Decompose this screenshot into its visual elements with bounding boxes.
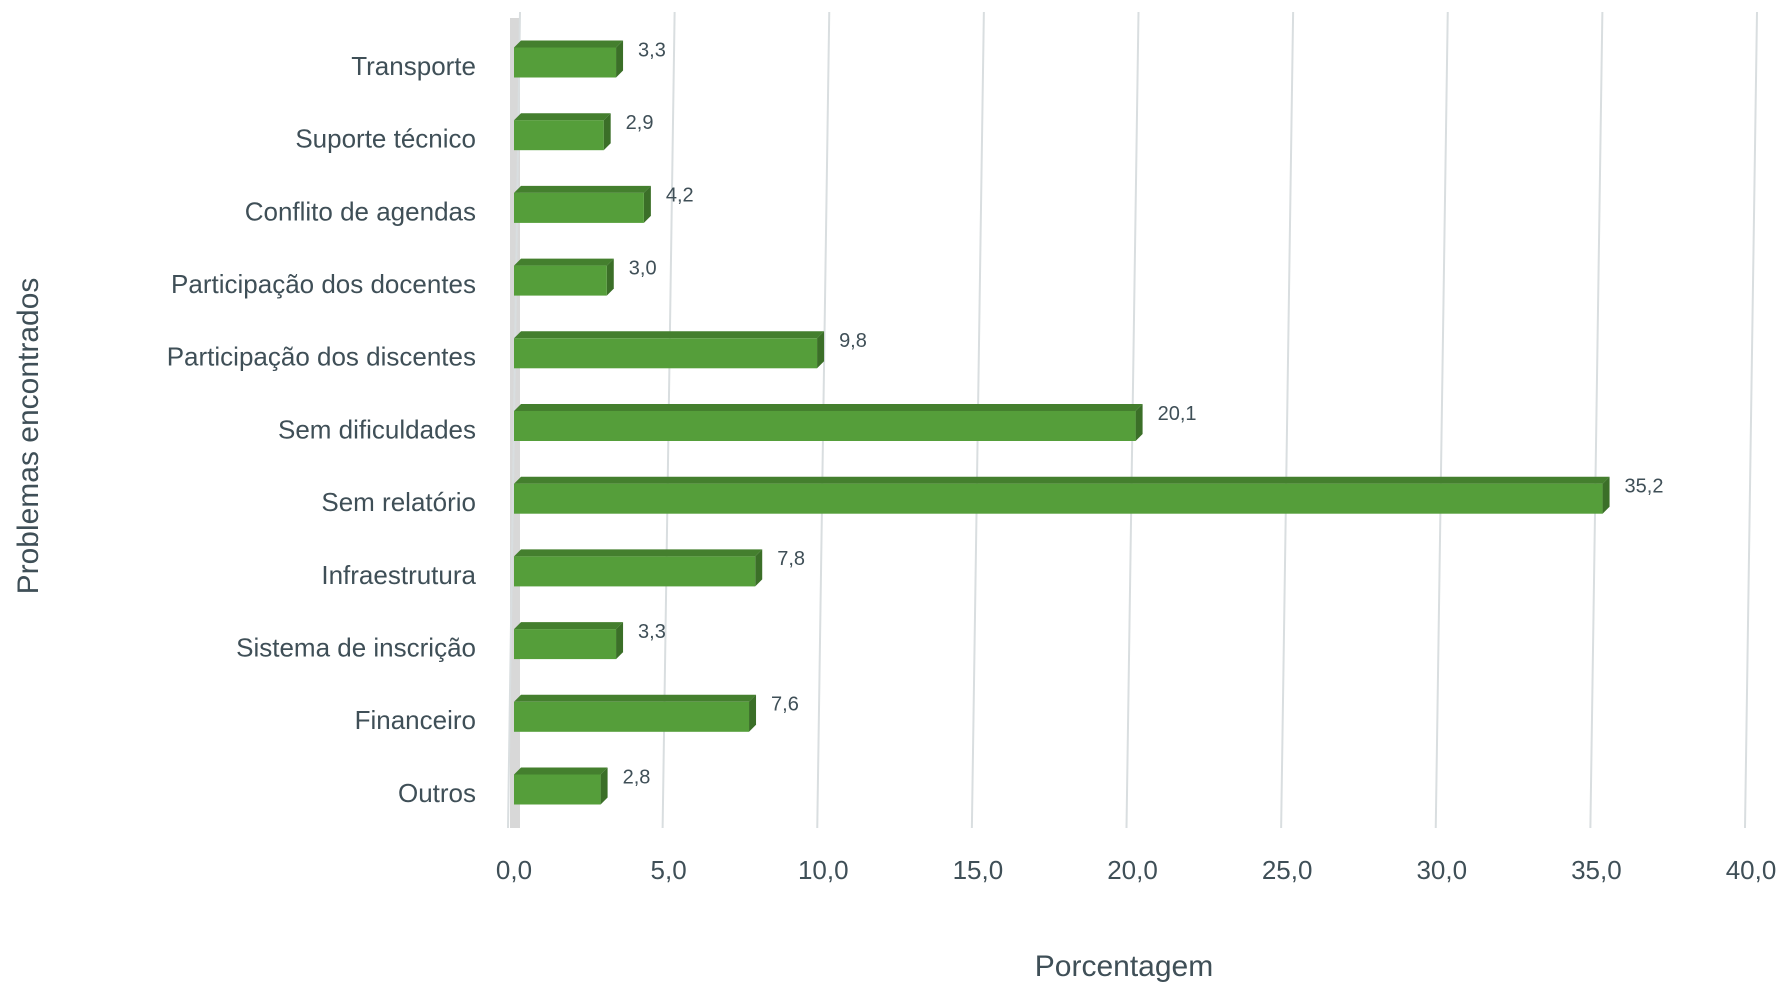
x-tick-label: 10,0 xyxy=(798,855,849,885)
bar-side xyxy=(1135,404,1143,441)
bar-side xyxy=(643,185,651,223)
bar-top xyxy=(514,258,614,266)
grid-line xyxy=(1589,11,1604,829)
value-label: 2,8 xyxy=(623,766,651,788)
bar-side xyxy=(603,113,611,151)
y-tick-label: Participação dos docentes xyxy=(171,269,476,299)
x-axis-title: Porcentagem xyxy=(1035,950,1213,983)
bar-top xyxy=(514,549,763,557)
x-tick-label: 0,0 xyxy=(496,855,532,885)
bar-top xyxy=(514,331,825,339)
value-label: 9,8 xyxy=(839,330,867,352)
bar-side xyxy=(1602,476,1610,514)
value-label: 2,9 xyxy=(626,112,654,134)
bar-top xyxy=(514,622,624,630)
value-label: 7,8 xyxy=(777,548,805,570)
y-tick-label: Transporte xyxy=(351,51,476,81)
bar-side xyxy=(606,258,614,296)
y-tick-label: Suporte técnico xyxy=(295,124,476,154)
bar-top xyxy=(514,113,611,121)
bar xyxy=(514,47,617,78)
grid-line xyxy=(1744,11,1758,829)
bar xyxy=(514,556,756,587)
bar xyxy=(514,701,750,732)
value-label: 4,2 xyxy=(666,185,694,207)
y-tick-label: Sistema de inscrição xyxy=(236,632,476,662)
value-label: 3,3 xyxy=(638,621,666,643)
y-tick-label: Financeiro xyxy=(355,705,476,735)
bar-top xyxy=(514,476,1610,484)
bar-side xyxy=(817,331,825,369)
value-label: 20,1 xyxy=(1158,403,1197,425)
x-tick-label: 40,0 xyxy=(1726,855,1776,885)
y-tick-label: Participação dos discentes xyxy=(167,342,476,372)
bar-top xyxy=(514,404,1143,411)
x-tick-label: 20,0 xyxy=(1107,855,1158,885)
value-label: 3,0 xyxy=(629,257,657,279)
x-tick-label: 25,0 xyxy=(1262,855,1313,885)
bar xyxy=(514,629,617,660)
value-label: 3,3 xyxy=(638,39,666,61)
bar-top xyxy=(514,40,624,48)
bar xyxy=(514,192,644,223)
bar xyxy=(514,774,601,805)
bar-side xyxy=(600,767,608,805)
x-tick-label: 5,0 xyxy=(651,855,687,885)
bar xyxy=(514,411,1136,441)
y-tick-label: Conflito de agendas xyxy=(245,196,476,226)
x-tick-label: 35,0 xyxy=(1571,855,1622,885)
grid-line xyxy=(1434,11,1449,829)
value-label: 7,6 xyxy=(771,694,799,716)
bar-side xyxy=(616,622,624,660)
y-tick-label: Sem dificuldades xyxy=(278,414,476,444)
x-tick-label: 15,0 xyxy=(953,855,1004,885)
bar-side xyxy=(749,694,757,732)
bar xyxy=(514,265,607,296)
bar-top xyxy=(514,694,757,702)
bar-top xyxy=(514,767,608,775)
bar-top xyxy=(514,185,651,193)
grid-line xyxy=(1280,11,1295,829)
y-axis-title: Problemas encontrados xyxy=(12,278,45,595)
y-tick-label: Outros xyxy=(398,778,476,808)
bar xyxy=(514,120,604,151)
bar xyxy=(514,338,818,369)
y-tick-label: Sem relatório xyxy=(321,487,476,517)
y-tick-label: Infraestrutura xyxy=(321,560,476,590)
x-tick-label: 30,0 xyxy=(1416,855,1467,885)
value-label: 35,2 xyxy=(1625,475,1664,497)
bar-side xyxy=(755,549,763,587)
bar-side xyxy=(616,40,624,78)
bar xyxy=(514,483,1603,514)
